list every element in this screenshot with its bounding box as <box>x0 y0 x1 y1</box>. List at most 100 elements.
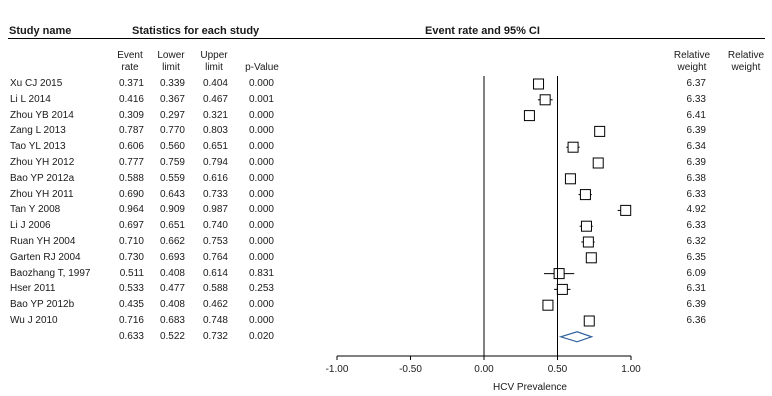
pooled-diamond <box>558 331 594 343</box>
p-value-cell: 0.000 <box>248 109 274 121</box>
relative-weight-cell: 4.92 <box>686 204 706 216</box>
relative-weight-cell: 6.37 <box>686 78 706 89</box>
x-tick-label: 0.50 <box>548 364 568 375</box>
lower-limit-cell: 0.297 <box>159 109 185 121</box>
relative-weight-cell: 6.39 <box>686 299 706 311</box>
upper-limit-cell: 0.588 <box>202 283 228 295</box>
event-rate-cell: 0.964 <box>118 204 144 216</box>
relative-weight-cell: 6.36 <box>686 315 706 326</box>
upper-limit-cell: 0.462 <box>202 299 228 311</box>
pooled-p-value: 0.020 <box>248 330 274 342</box>
p-value-cell: 0.000 <box>248 125 274 137</box>
upper-limit-cell: 0.740 <box>202 220 228 232</box>
study-box <box>582 236 594 248</box>
p-value-cell: 0.000 <box>248 251 274 263</box>
upper-limit-cell: 0.614 <box>202 267 228 279</box>
study-box <box>564 173 576 185</box>
relative-weight-cell: 6.41 <box>686 109 706 121</box>
study-name: Zhou YB 2014 <box>10 109 74 121</box>
study-name: Tan Y 2008 <box>10 204 61 216</box>
upper-limit-cell: 0.467 <box>202 93 228 105</box>
upper-limit-cell: 0.987 <box>202 204 228 216</box>
study-box <box>539 94 551 106</box>
relative-weight-header-1: Relative weight <box>673 50 711 73</box>
p-value-cell: 0.000 <box>248 141 274 153</box>
study-name-underline <box>9 38 76 39</box>
p-value-cell: 0.831 <box>248 267 274 279</box>
study-box <box>533 78 545 90</box>
relative-weight-cell: 6.09 <box>686 267 706 279</box>
p-value-cell: 0.000 <box>248 220 274 232</box>
event-rate-cell: 0.606 <box>118 141 144 153</box>
study-name: Xu CJ 2015 <box>10 78 63 89</box>
upper-limit-cell: 0.748 <box>202 315 228 326</box>
p-value-cell: 0.000 <box>248 157 274 168</box>
upper-limit-cell: 0.651 <box>202 141 228 153</box>
study-box <box>523 110 535 122</box>
event-rate-cell: 0.309 <box>118 109 144 121</box>
event-rate-cell: 0.777 <box>118 157 144 168</box>
study-box <box>583 315 595 327</box>
relative-weight-cell: 6.33 <box>686 93 706 105</box>
p-value-cell: 0.000 <box>248 315 274 326</box>
relative-weight-cell: 6.31 <box>686 283 706 295</box>
lower-limit-header: Lower limit <box>157 50 185 73</box>
event-rate-cell: 0.710 <box>118 236 144 247</box>
relative-weight-header-2: Relative weight <box>727 50 765 73</box>
study-name: Bao YP 2012b <box>10 299 75 311</box>
p-value-header: p-Value <box>245 62 279 73</box>
study-box <box>553 268 565 280</box>
event-rate-cell: 0.730 <box>118 251 144 263</box>
study-box <box>592 157 604 169</box>
event-rate-cell: 0.416 <box>118 93 144 105</box>
study-name: Wu J 2010 <box>10 315 58 326</box>
event-rate-cell: 0.690 <box>118 188 144 200</box>
study-box <box>580 220 592 232</box>
lower-limit-cell: 0.651 <box>159 220 185 232</box>
x-tick-label: 0.00 <box>474 364 494 375</box>
p-value-cell: 0.000 <box>248 236 274 247</box>
event-rate-cell: 0.371 <box>118 78 144 89</box>
study-box <box>567 141 579 153</box>
upper-limit-cell: 0.794 <box>202 157 228 168</box>
study-name-header: Study name <box>9 25 72 37</box>
p-value-cell: 0.000 <box>248 78 274 89</box>
upper-limit-cell: 0.764 <box>202 251 228 263</box>
lower-limit-cell: 0.339 <box>159 78 185 89</box>
lower-limit-cell: 0.693 <box>159 251 185 263</box>
study-box <box>594 125 606 137</box>
study-name: Li L 2014 <box>10 93 51 105</box>
upper-limit-cell: 0.733 <box>202 188 228 200</box>
study-box <box>556 283 568 295</box>
relative-weight-cell: 6.32 <box>686 236 706 247</box>
study-name: Ruan YH 2004 <box>10 236 76 247</box>
pooled-event-rate: 0.633 <box>118 330 144 342</box>
lower-limit-cell: 0.408 <box>159 299 185 311</box>
lower-limit-cell: 0.683 <box>159 315 185 326</box>
x-tick-label: -0.50 <box>399 364 422 375</box>
event-rate-cell: 0.533 <box>118 283 144 295</box>
lower-limit-cell: 0.559 <box>159 172 185 184</box>
upper-limit-cell: 0.616 <box>202 172 228 184</box>
relative-weight-cell: 6.33 <box>686 188 706 200</box>
study-name: Baozhang T, 1997 <box>10 267 91 279</box>
study-name: Garten RJ 2004 <box>10 251 81 263</box>
relative-weight-cell: 6.39 <box>686 125 706 137</box>
relative-weight-cell: 6.34 <box>686 141 706 153</box>
upper-limit-cell: 0.803 <box>202 125 228 137</box>
upper-limit-cell: 0.404 <box>202 78 228 89</box>
p-value-cell: 0.000 <box>248 204 274 216</box>
study-name: Bao YP 2012a <box>10 172 75 184</box>
stats-underline <box>116 38 290 39</box>
pooled-lower-limit: 0.522 <box>159 330 185 342</box>
p-value-cell: 0.000 <box>248 172 274 184</box>
relative-weight-cell: 6.35 <box>686 251 706 263</box>
event-rate-cell: 0.697 <box>118 220 144 232</box>
pooled-upper-limit: 0.732 <box>202 330 228 342</box>
lower-limit-cell: 0.909 <box>159 204 185 216</box>
event-rate-cell: 0.435 <box>118 299 144 311</box>
event-rate-ci-header: Event rate and 95% CI <box>425 25 540 37</box>
lower-limit-cell: 0.367 <box>159 93 185 105</box>
event-rate-cell: 0.588 <box>118 172 144 184</box>
